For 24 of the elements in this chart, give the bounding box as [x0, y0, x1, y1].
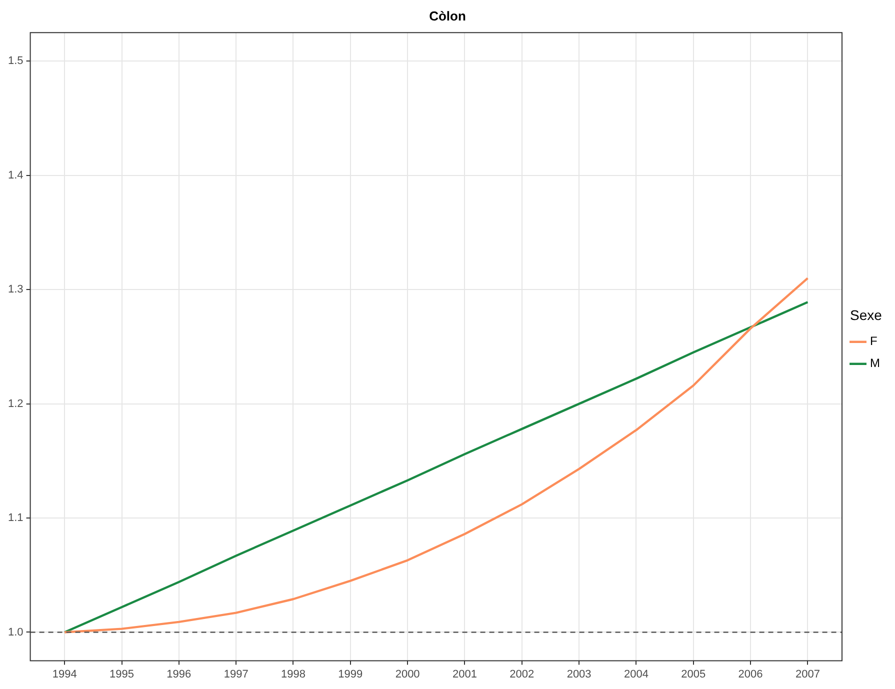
y-tick-label: 1.0	[8, 626, 24, 638]
x-tick-label: 2005	[681, 668, 706, 680]
x-tick-label: 2003	[566, 668, 592, 680]
chart-title: Còlon	[429, 8, 466, 24]
x-tick-label: 1997	[224, 668, 248, 680]
x-tick-label: 1994	[52, 668, 77, 680]
legend-label: M	[870, 356, 880, 370]
x-tick-label: 2002	[510, 668, 534, 680]
legend-label: F	[870, 334, 878, 348]
x-tick-label: 1998	[281, 668, 306, 680]
x-tick-label: 1995	[110, 668, 134, 680]
x-tick-label: 2007	[795, 668, 820, 680]
y-tick-label: 1.3	[8, 284, 24, 296]
y-tick-label: 1.4	[8, 169, 24, 182]
legend-title: Sexe	[850, 306, 882, 323]
y-tick-label: 1.1	[8, 512, 24, 524]
x-tick-label: 2006	[738, 668, 763, 680]
y-tick-label: 1.2	[8, 398, 24, 410]
x-tick-label: 2000	[395, 668, 420, 680]
x-tick-label: 1996	[166, 668, 192, 680]
x-tick-label: 2001	[452, 668, 477, 680]
x-tick-label: 2004	[624, 668, 648, 680]
y-tick-label: 1.5	[8, 55, 24, 68]
x-tick-label: 1999	[338, 668, 363, 680]
